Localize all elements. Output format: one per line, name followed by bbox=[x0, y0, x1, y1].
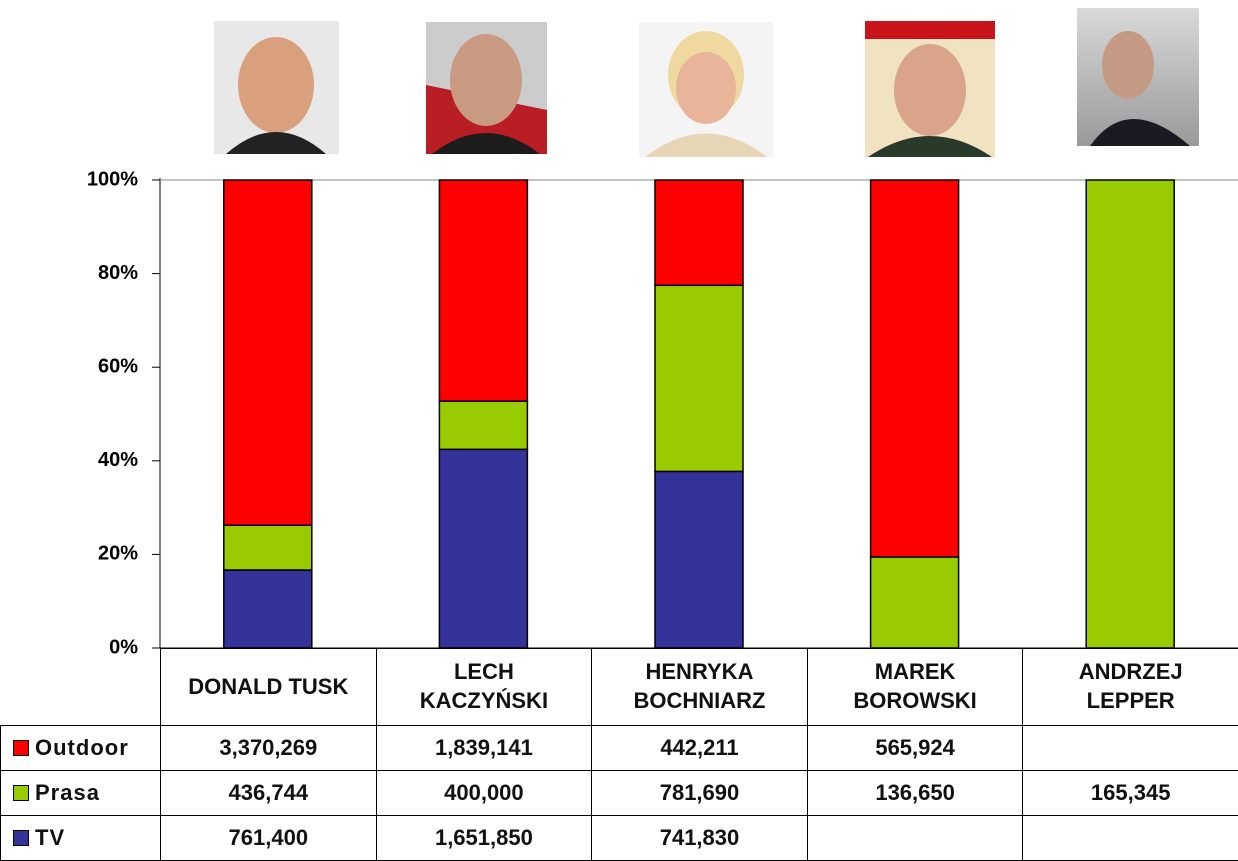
table-value: 565,924 bbox=[807, 725, 1024, 771]
legend-swatch bbox=[13, 830, 29, 846]
category-header: DONALD TUSK bbox=[160, 648, 377, 726]
table-value bbox=[1022, 725, 1238, 771]
y-tick-label: 20% bbox=[98, 543, 138, 565]
table-value: 761,400 bbox=[160, 815, 377, 861]
category-header: ANDRZEJ LEPPER bbox=[1022, 648, 1238, 726]
legend-swatch bbox=[13, 740, 29, 756]
y-tick-label: 40% bbox=[98, 449, 138, 471]
y-tick-label: 100% bbox=[87, 168, 138, 190]
portrait bbox=[865, 21, 995, 157]
table-value: 1,651,850 bbox=[376, 815, 593, 861]
bar-segment bbox=[439, 401, 527, 449]
bar-segment bbox=[439, 449, 527, 648]
portrait bbox=[214, 21, 339, 154]
category-header: MAREK BOROWSKI bbox=[807, 648, 1024, 726]
y-tick-label: 60% bbox=[98, 355, 138, 377]
table-value: 781,690 bbox=[591, 770, 808, 816]
legend-label: Prasa bbox=[35, 779, 100, 808]
legend-cell: Outdoor bbox=[0, 725, 161, 771]
y-tick-label: 0% bbox=[109, 636, 138, 658]
legend-label: TV bbox=[35, 824, 65, 853]
portrait bbox=[639, 22, 773, 157]
bar-segment bbox=[655, 471, 743, 648]
table-value bbox=[807, 815, 1024, 861]
category-header: HENRYKA BOCHNIARZ bbox=[591, 648, 808, 726]
table-value: 165,345 bbox=[1022, 770, 1238, 816]
portrait bbox=[1077, 8, 1199, 146]
table-value: 442,211 bbox=[591, 725, 808, 771]
table-value: 741,830 bbox=[591, 815, 808, 861]
bar-segment bbox=[655, 285, 743, 471]
legend-cell: Prasa bbox=[0, 770, 161, 816]
bar-segment bbox=[439, 180, 527, 401]
bar-segment bbox=[224, 180, 312, 525]
table-value: 1,839,141 bbox=[376, 725, 593, 771]
legend-cell: TV bbox=[0, 815, 161, 861]
table-value: 400,000 bbox=[376, 770, 593, 816]
y-tick-label: 80% bbox=[98, 262, 138, 284]
table-value bbox=[1022, 815, 1238, 861]
portrait bbox=[426, 22, 547, 154]
page: {"chart_data": { "type": "stacked_percen… bbox=[0, 0, 1238, 848]
table-value: 136,650 bbox=[807, 770, 1024, 816]
bar-segment bbox=[1086, 180, 1174, 648]
table-value: 3,370,269 bbox=[160, 725, 377, 771]
bar-segment bbox=[224, 525, 312, 570]
bar-segment bbox=[655, 180, 743, 285]
table-value: 436,744 bbox=[160, 770, 377, 816]
legend-label: Outdoor bbox=[35, 734, 129, 763]
category-header: LECH KACZYŃSKI bbox=[376, 648, 593, 726]
legend-swatch bbox=[13, 785, 29, 801]
portraits bbox=[214, 8, 1199, 157]
bar-segment bbox=[871, 180, 959, 557]
bar-segment bbox=[224, 570, 312, 648]
bar-segment bbox=[871, 557, 959, 648]
